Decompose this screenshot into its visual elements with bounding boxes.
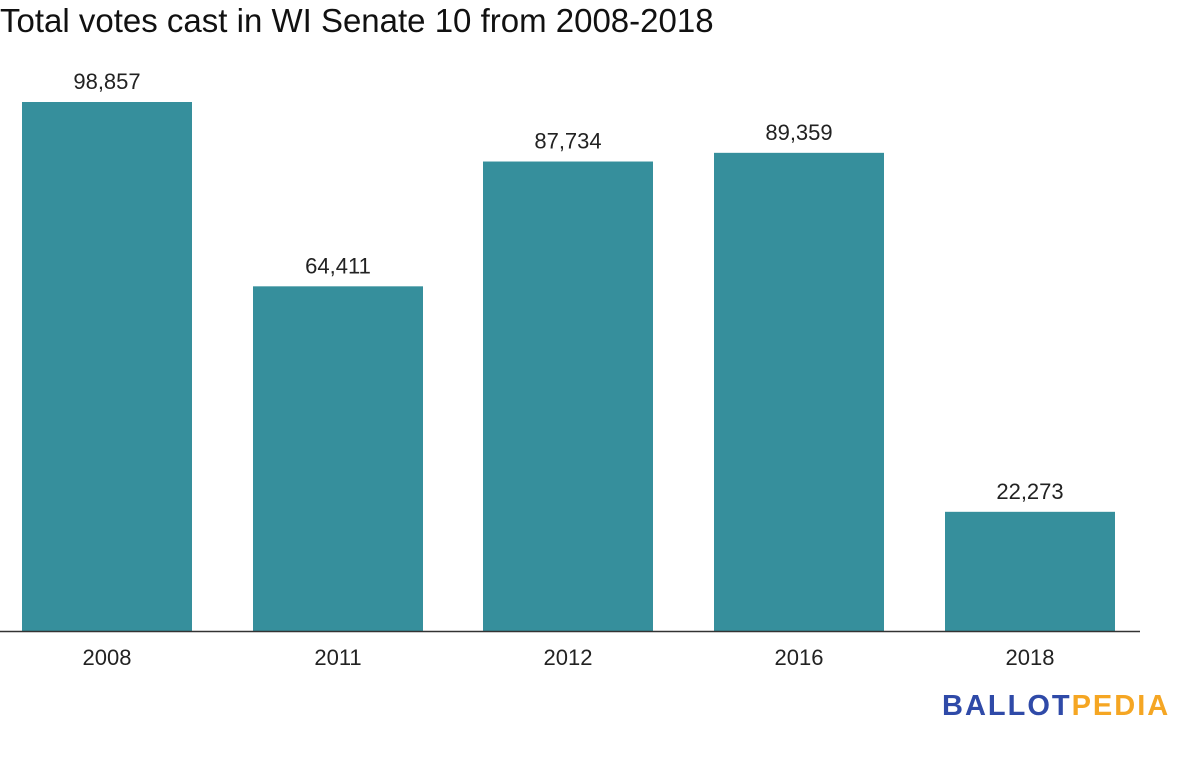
x-tick-label-2018: 2018 <box>1006 645 1055 670</box>
bar-2011 <box>253 286 423 631</box>
logo-pedia: PEDIA <box>1071 690 1171 722</box>
logo-ballot: BALLOT <box>942 690 1072 722</box>
data-label-2016: 89,359 <box>765 120 832 145</box>
chart-title: Total votes cast in WI Senate 10 from 20… <box>0 2 714 39</box>
bar-2012 <box>483 161 653 631</box>
bar-chart: 98,857 2008 64,411 2011 87,734 2012 89,359 2016… <box>0 69 1140 670</box>
data-label-2018: 22,273 <box>996 479 1063 504</box>
bar-2018 <box>945 511 1115 631</box>
bar-2008 <box>22 102 192 631</box>
data-label-2012: 87,734 <box>534 129 601 154</box>
data-label-2011: 64,411 <box>305 253 371 278</box>
x-tick-label-2016: 2016 <box>775 645 824 670</box>
ballotpedia-logo: BALLOTPEDIA <box>942 690 1170 723</box>
x-tick-label-2012: 2012 <box>544 645 593 670</box>
bar-2016 <box>714 152 884 631</box>
x-tick-label-2011: 2011 <box>314 645 361 670</box>
x-tick-label-2008: 2008 <box>83 645 132 670</box>
data-label-2008: 98,857 <box>73 69 140 94</box>
